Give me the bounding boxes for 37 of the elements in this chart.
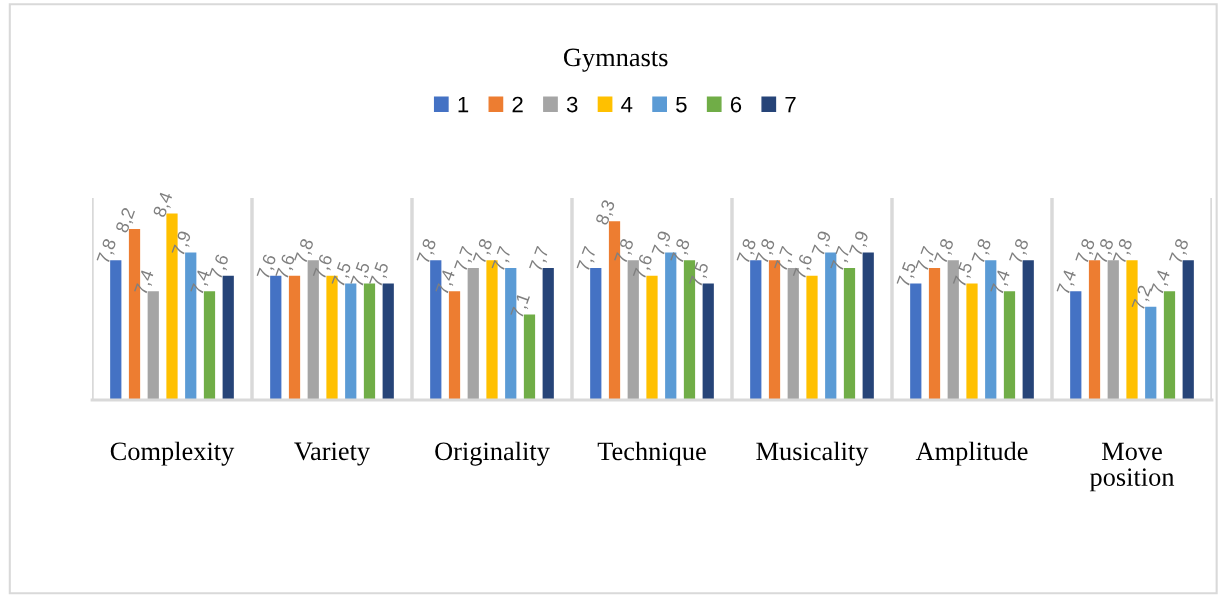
legend-label: 6 <box>730 96 742 113</box>
data-label: 7,8 <box>293 237 316 266</box>
x-tick-label: Musicality <box>756 441 869 466</box>
data-label: 7,4 <box>134 268 157 297</box>
legend-label: 5 <box>676 96 687 113</box>
data-label: 7,4 <box>435 268 458 297</box>
data-label: 7,7 <box>576 245 599 273</box>
data-label: 8,2 <box>115 206 138 235</box>
data-label: 7,8 <box>416 237 439 266</box>
x-tick-label: Complexity <box>110 441 235 466</box>
legend-label: 4 <box>621 96 633 113</box>
chart-title: Gymnasts <box>563 48 668 72</box>
x-tick-label: Move position <box>1089 442 1175 492</box>
data-label: 8,4 <box>152 191 175 219</box>
data-label: 7,7 <box>529 245 551 273</box>
data-label: 7,4 <box>1150 268 1173 297</box>
data-label: 8,3 <box>595 199 618 227</box>
data-label: 7,1 <box>510 292 533 320</box>
legend-label: 2 <box>512 96 523 113</box>
data-label: 7,4 <box>1056 268 1079 297</box>
data-label: 7,7 <box>491 245 514 273</box>
data-label: 7,8 <box>1008 237 1031 266</box>
x-tick-label: Variety <box>294 442 370 466</box>
x-tick-label: Technique <box>597 441 706 466</box>
x-tick-label: Amplitude <box>915 441 1028 466</box>
data-label: 7,9 <box>848 230 871 258</box>
data-label: 7,8 <box>1112 237 1135 266</box>
data-label: 7,6 <box>208 253 231 281</box>
legend-label: 1 <box>458 96 469 113</box>
data-label: 7,4 <box>990 268 1013 297</box>
legend-label: 7 <box>785 96 796 113</box>
data-label: 7,8 <box>1168 237 1191 266</box>
data-label: 7,8 <box>96 237 119 266</box>
data-label: 7,5 <box>369 261 391 289</box>
x-tick-label: Originality <box>435 441 550 466</box>
legend-label: 3 <box>566 96 578 113</box>
data-label: 7,9 <box>171 230 194 258</box>
